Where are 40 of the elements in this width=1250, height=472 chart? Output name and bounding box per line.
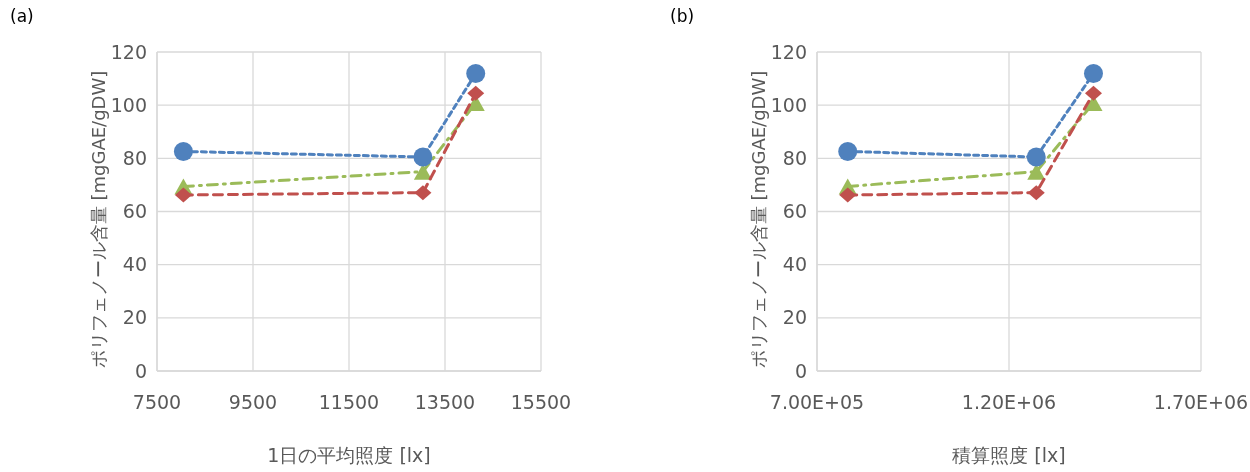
point [1027, 185, 1045, 201]
y-tick-label: 60 [122, 200, 147, 223]
x-tick-label: 1.20E+06 [961, 391, 1057, 413]
y-tick-label: 120 [110, 40, 147, 63]
point [413, 147, 433, 167]
y-tick-label: 40 [122, 253, 147, 276]
x-tick-label: 1.70E+06 [1153, 391, 1249, 413]
point [173, 141, 193, 161]
y-tick-label: 60 [782, 200, 807, 223]
y-axis-title: ポリフェノール含量 [mgGAE/gDW] [748, 70, 769, 369]
y-tick-label: 0 [794, 359, 807, 382]
y-tick-label: 0 [134, 359, 147, 382]
y-tick-label: 120 [770, 40, 807, 63]
point [839, 187, 857, 203]
point [1083, 64, 1103, 84]
point [174, 187, 192, 203]
y-axis-title: ポリフェノール含量 [mgGAE/gDW] [88, 70, 109, 369]
chart-title: (a) [10, 6, 34, 26]
point [1026, 147, 1046, 167]
x-tick-label: 7.00E+05 [769, 391, 865, 413]
x-tick-label: 9500 [228, 391, 278, 413]
y-tick-label: 20 [782, 306, 807, 329]
y-tick-label: 20 [122, 306, 147, 329]
point [466, 64, 486, 84]
point [467, 85, 485, 101]
chart-title: (b) [670, 6, 695, 26]
y-tick-label: 100 [110, 93, 147, 116]
point [414, 185, 432, 201]
point [838, 141, 858, 161]
y-tick-label: 80 [122, 146, 147, 169]
x-axis-title: 1日の平均照度 [lx] [267, 444, 431, 466]
y-tick-label: 40 [782, 253, 807, 276]
x-tick-label: 13500 [414, 391, 476, 413]
point [1084, 85, 1102, 101]
x-tick-label: 11500 [318, 391, 380, 413]
y-tick-label: 80 [782, 146, 807, 169]
x-axis-title: 積算照度 [lx] [952, 444, 1066, 466]
y-tick-label: 100 [770, 93, 807, 116]
x-tick-label: 15500 [510, 391, 572, 413]
x-tick-label: 7500 [132, 391, 182, 413]
